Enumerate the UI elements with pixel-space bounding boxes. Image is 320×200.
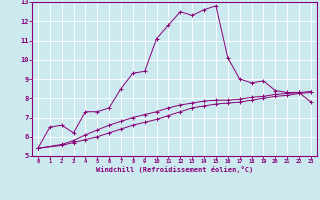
- X-axis label: Windchill (Refroidissement éolien,°C): Windchill (Refroidissement éolien,°C): [96, 166, 253, 173]
